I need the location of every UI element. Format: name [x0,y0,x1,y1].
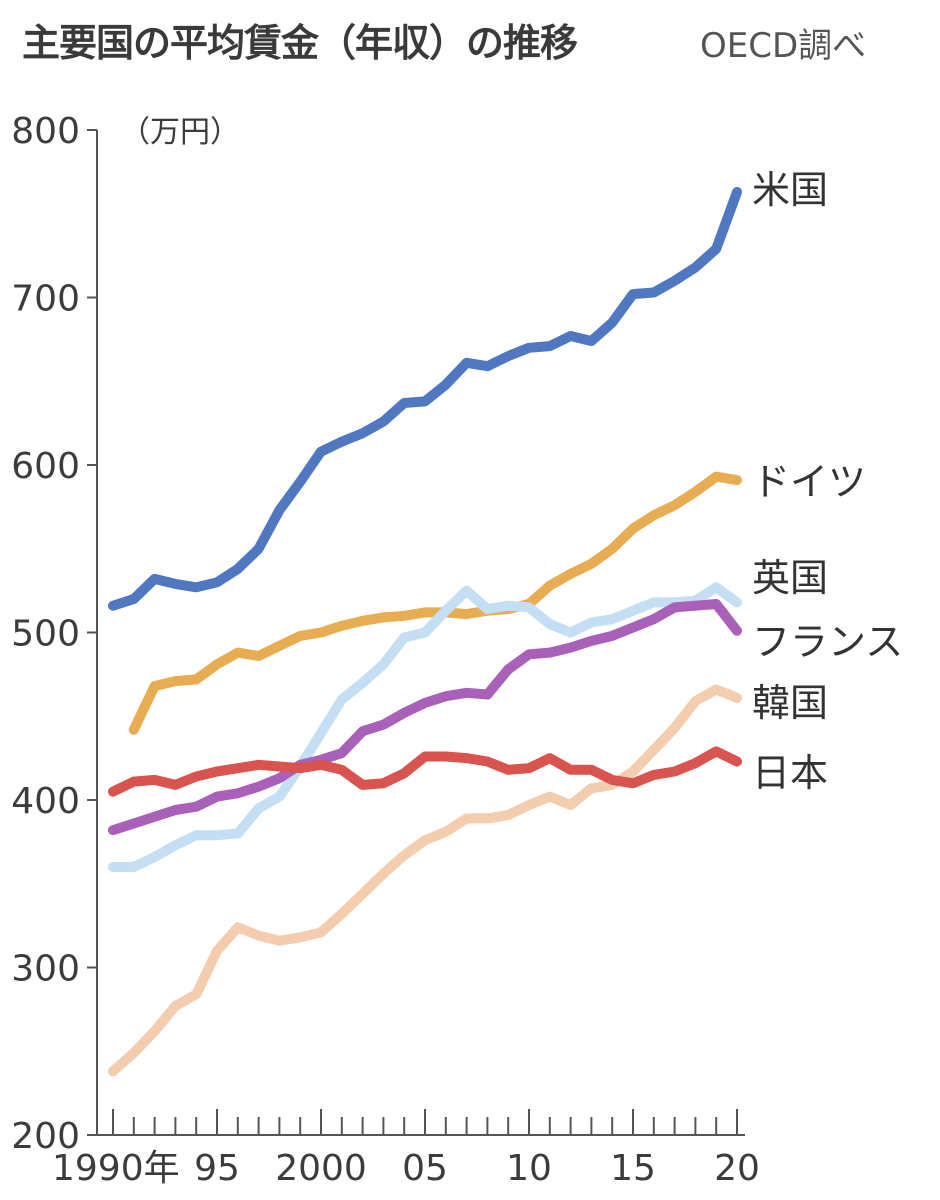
chart-title: 主要国の平均賃金（年収）の推移 [22,21,578,65]
x-tick-label: 20 [714,1148,760,1189]
series-label-英国: 英国 [752,556,828,600]
y-tick-label: 500 [11,614,80,655]
y-tick-label: 200 [11,1116,80,1157]
series-label-日本: 日本 [752,751,828,795]
series-line-英国 [108,582,742,872]
x-tick-label: 2000 [275,1148,367,1189]
series-label-韓国: 韓国 [752,681,828,725]
series-line-米国 [108,187,742,611]
source-note: OECD調べ [700,26,867,66]
x-tick-label: 05 [402,1148,448,1189]
y-tick-label: 400 [11,781,80,822]
x-tick-label: 15 [610,1148,656,1189]
series-line-ドイツ [128,471,742,735]
series-label-ドイツ: ドイツ [752,460,866,504]
series-line-フランス [108,599,742,836]
x-tick-label: 10 [506,1148,552,1189]
y-unit-label: （万円） [120,115,240,150]
axes: 200 300 400 500 600 700 800 （万円） 1990年 95 2000 05 10… [11,111,760,1189]
y-tick-label: 300 [11,949,80,990]
y-tick-label: 600 [11,446,80,487]
series-label-米国: 米国 [752,168,828,212]
series-line-日本 [108,746,742,797]
series-label-フランス: フランス [752,620,903,664]
x-tick-label: 95 [194,1148,240,1189]
y-tick-label: 700 [11,279,80,320]
y-tick-label: 800 [11,111,80,152]
x-tick-label: 1990年 [52,1148,180,1189]
series-lines [108,187,742,1077]
series-line-韓国 [108,684,742,1077]
